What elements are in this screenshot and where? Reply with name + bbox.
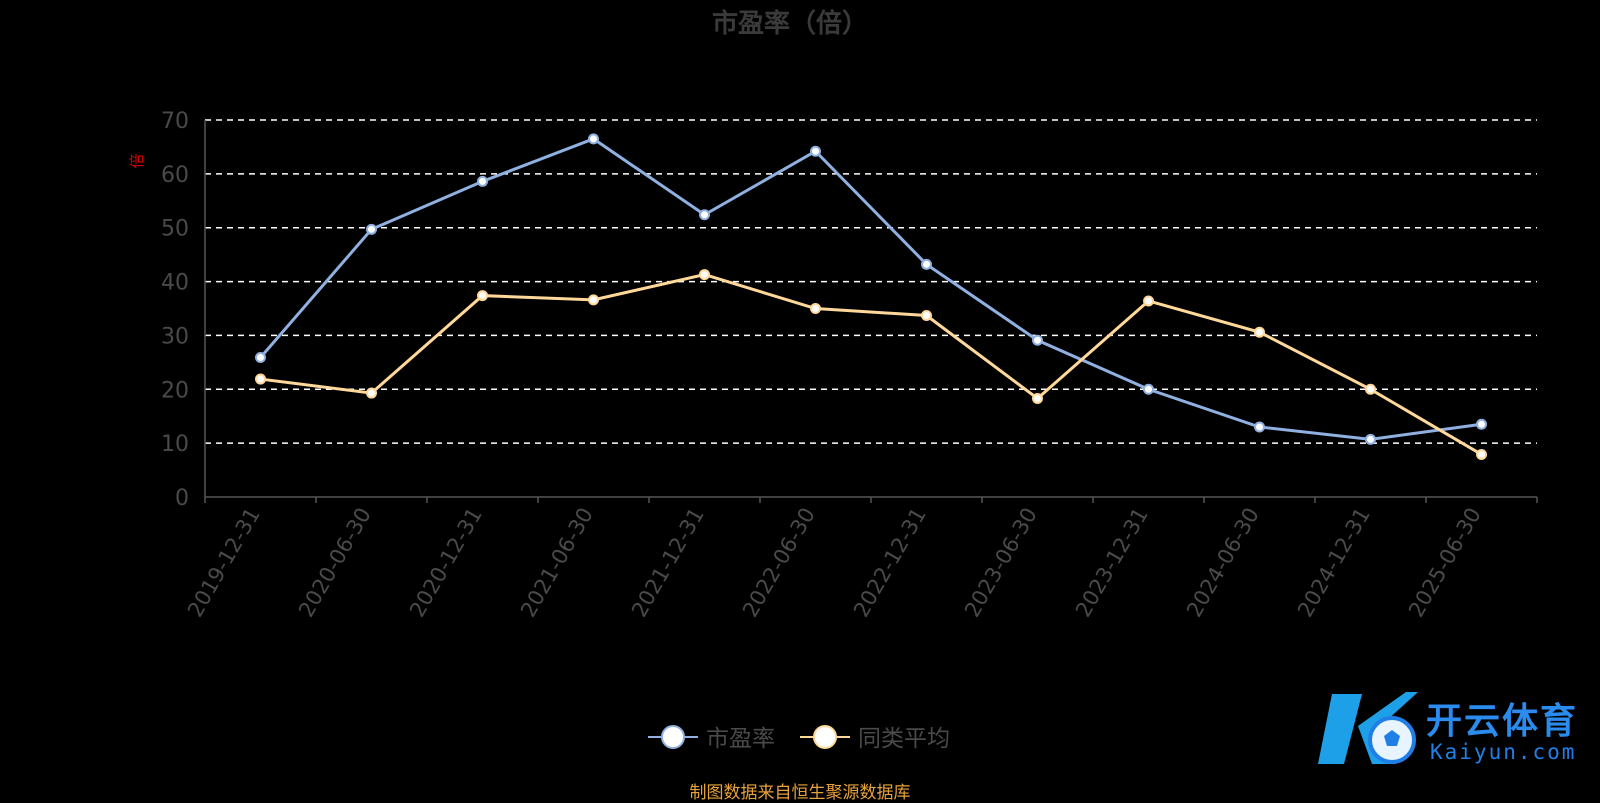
data-point bbox=[810, 303, 821, 314]
gridlines bbox=[205, 119, 1537, 444]
watermark-text: 开云体育 bbox=[1426, 701, 1579, 742]
x-tick-label: 2025-06-30 bbox=[1404, 504, 1486, 622]
x-tick-label: 2020-12-31 bbox=[405, 504, 487, 622]
legend-marker bbox=[813, 725, 837, 749]
y-tick-label: 30 bbox=[161, 324, 189, 349]
series-lines bbox=[255, 133, 1487, 460]
data-point bbox=[810, 145, 821, 157]
data-point bbox=[1476, 448, 1487, 460]
axes bbox=[204, 120, 1538, 503]
x-tick-label: 2021-12-31 bbox=[627, 504, 709, 622]
data-point bbox=[1365, 383, 1376, 395]
data-point bbox=[921, 258, 932, 270]
legend-label: 同类平均 bbox=[858, 726, 950, 752]
y-tick-label: 40 bbox=[161, 271, 189, 296]
x-tick-label: 2019-12-31 bbox=[183, 504, 265, 622]
x-tick-label: 2021-06-30 bbox=[516, 504, 598, 622]
y-tick-label: 60 bbox=[161, 163, 189, 188]
x-tick-label: 2024-06-30 bbox=[1182, 504, 1264, 622]
data-point bbox=[1365, 433, 1376, 445]
x-tick-label: 2022-12-31 bbox=[849, 504, 931, 622]
legend-marker bbox=[661, 725, 685, 749]
data-point bbox=[1476, 418, 1487, 430]
y-tick-label: 10 bbox=[161, 432, 189, 457]
y-tick-labels: 0 10 20 30 40 50 60 70 bbox=[161, 109, 189, 511]
y-tick-label: 70 bbox=[161, 109, 189, 134]
data-point bbox=[477, 290, 488, 302]
data-point bbox=[477, 175, 488, 187]
kaiyun-logo-icon bbox=[1318, 692, 1418, 764]
legend: 市盈率 同类平均 bbox=[648, 725, 950, 752]
legend-label: 市盈率 bbox=[706, 726, 775, 752]
legend-item-0: 市盈率 bbox=[648, 725, 775, 752]
data-point bbox=[699, 209, 710, 221]
data-point bbox=[1254, 421, 1265, 433]
x-tick-label: 2023-06-30 bbox=[960, 504, 1042, 622]
data-point bbox=[1032, 334, 1043, 346]
data-point bbox=[588, 133, 599, 145]
data-point bbox=[366, 387, 377, 399]
y-axis-unit-label: 倍 bbox=[128, 153, 146, 168]
data-point bbox=[366, 223, 377, 235]
x-tick-label: 2024-12-31 bbox=[1293, 504, 1375, 622]
data-point bbox=[1143, 383, 1154, 395]
data-point bbox=[921, 310, 932, 322]
x-tick-label: 2020-06-30 bbox=[294, 504, 376, 622]
data-point bbox=[1143, 295, 1154, 307]
source-note: 制图数据来自恒生聚源数据库 bbox=[689, 783, 911, 803]
data-point bbox=[588, 294, 599, 306]
y-tick-label: 20 bbox=[161, 378, 189, 403]
x-tick-label: 2023-12-31 bbox=[1071, 504, 1153, 622]
legend-item-1: 同类平均 bbox=[800, 725, 950, 752]
data-point bbox=[255, 352, 266, 364]
y-tick-label: 0 bbox=[175, 486, 189, 511]
series-line-0 bbox=[259, 137, 1482, 441]
data-point bbox=[1254, 326, 1265, 338]
data-point bbox=[1032, 392, 1043, 404]
x-tick-labels: 2019-12-31 2020-06-30 2020-12-31 2021-06-30… bbox=[183, 504, 1486, 622]
watermark-subtext: Kaiyun.com bbox=[1430, 740, 1577, 764]
watermark-logo: 开云体育 Kaiyun.com bbox=[1314, 684, 1584, 774]
series-line-1 bbox=[260, 273, 1483, 456]
x-tick-label: 2022-06-30 bbox=[738, 504, 820, 622]
y-tick-label: 50 bbox=[161, 217, 189, 242]
data-point bbox=[255, 373, 266, 385]
data-point bbox=[699, 269, 710, 281]
chart-title: 市盈率（倍） bbox=[712, 8, 868, 39]
